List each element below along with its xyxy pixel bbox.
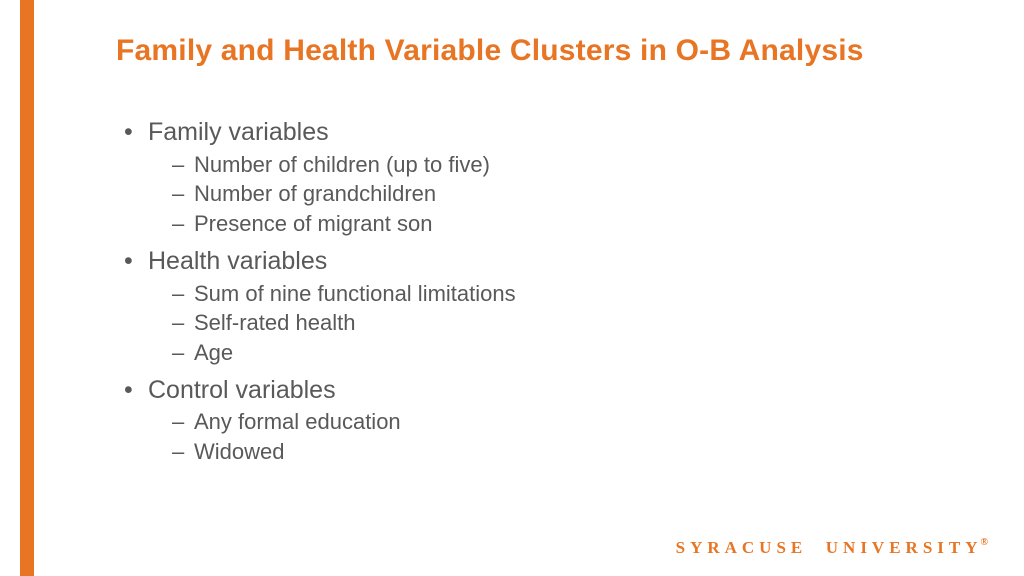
bullet-lvl2: Presence of migrant son [124,209,924,239]
university-logo: SYRACUSE UNIVERSITY® [676,538,990,558]
slide-title: Family and Health Variable Clusters in O… [116,34,864,68]
bullet-lvl2: Number of children (up to five) [124,150,924,180]
logo-word1: SYRACUSE [676,538,808,557]
registered-mark: ® [981,537,988,548]
bullet-lvl1: Control variables [124,374,924,408]
slide: Family and Health Variable Clusters in O… [0,0,1024,576]
bullet-lvl1: Family variables [124,116,924,150]
accent-bar [20,0,34,576]
bullet-lvl2: Age [124,338,924,368]
bullet-lvl2: Any formal education [124,407,924,437]
bullet-lvl1: Health variables [124,245,924,279]
bullet-lvl2: Number of grandchildren [124,179,924,209]
logo-word2: UNIVERSITY [826,538,983,557]
bullet-lvl2: Widowed [124,437,924,467]
slide-content: Family variables Number of children (up … [124,110,924,467]
bullet-lvl2: Sum of nine functional limitations [124,279,924,309]
bullet-lvl2: Self-rated health [124,308,924,338]
